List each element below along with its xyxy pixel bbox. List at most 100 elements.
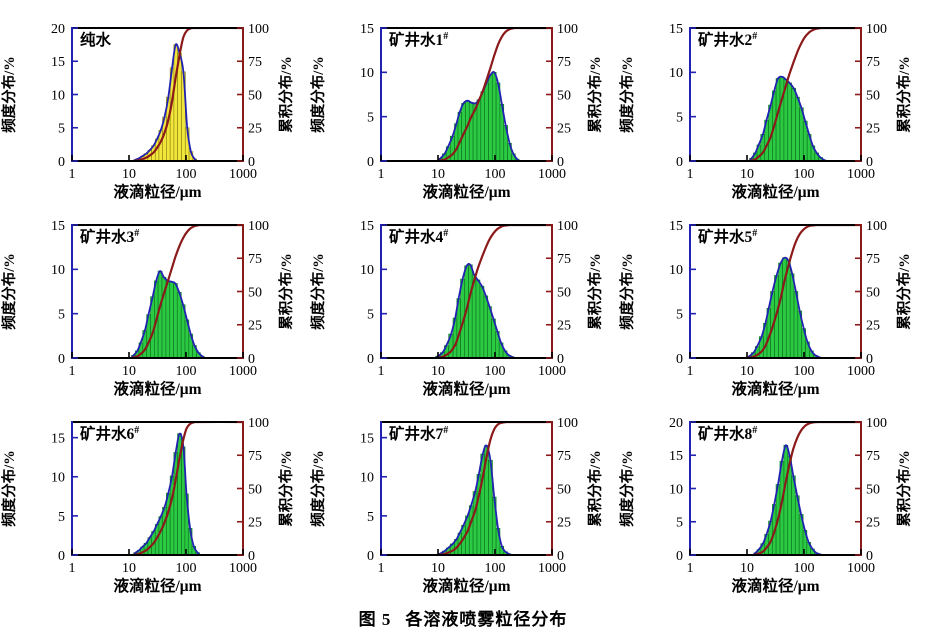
x-axis-title: 液滴粒径/μm bbox=[422, 379, 510, 398]
figure-caption-text: 各溶液喷雾粒径分布 bbox=[405, 610, 568, 629]
x-axis-title: 液滴粒径/μm bbox=[113, 576, 201, 595]
x-tick-label: 1 bbox=[378, 561, 385, 576]
panel-title: 矿井水5# bbox=[698, 227, 757, 246]
freq-axis-title: 频度分布/% bbox=[618, 253, 636, 330]
x-tick-label: 1000 bbox=[847, 364, 875, 379]
histogram-bar bbox=[169, 281, 174, 358]
chart-svg: 0 5 10 15 0 25 50 75 100 1 10 100 1000 频度分布/% 累积分布/% 液滴… bbox=[0, 416, 295, 595]
cum-tick-label: 75 bbox=[248, 449, 262, 464]
x-tick-label: 100 bbox=[485, 167, 506, 182]
cum-tick-label: 25 bbox=[248, 122, 262, 137]
chart-panel-mine-water-1: 0 5 10 15 0 25 50 75 100 1 10 100 1000 频度分布/% 累积分布/% 液滴… bbox=[309, 4, 618, 201]
histogram-bar bbox=[789, 273, 795, 358]
figure-number: 图 5 bbox=[358, 610, 392, 629]
freq-tick-label: 15 bbox=[51, 219, 65, 234]
freq-tick-label: 15 bbox=[669, 219, 683, 234]
cum-axis-title: 累积分布/% bbox=[895, 450, 913, 527]
x-tick-label: 10 bbox=[431, 364, 445, 379]
x-tick-label: 1 bbox=[687, 167, 694, 182]
cum-tick-label: 50 bbox=[248, 482, 262, 497]
cum-axis-title: 累积分布/% bbox=[895, 56, 913, 133]
histogram-bar bbox=[484, 82, 489, 161]
freq-tick-label: 0 bbox=[676, 549, 683, 564]
chart-panel-mine-water-7: 0 5 10 15 0 25 50 75 100 1 10 100 1000 频度分布/% 累积分布/% 液滴… bbox=[309, 398, 618, 595]
histogram-bar bbox=[165, 280, 171, 358]
chart-svg: 0 5 10 15 0 25 50 75 100 1 10 100 1000 频度分布/% 累积分布/% 液滴… bbox=[0, 219, 295, 398]
cum-axis-title: 累积分布/% bbox=[586, 56, 604, 133]
histogram-bar bbox=[479, 285, 485, 358]
panel-title: 矿井水4# bbox=[389, 227, 448, 246]
freq-tick-label: 0 bbox=[58, 549, 65, 564]
freq-tick-label: 0 bbox=[58, 352, 65, 367]
freq-tick-label: 10 bbox=[360, 263, 374, 278]
cum-axis-title: 累积分布/% bbox=[586, 450, 604, 527]
cum-tick-label: 0 bbox=[248, 352, 255, 367]
panel-title: 矿井水3# bbox=[80, 227, 139, 246]
panel-title: 纯水 bbox=[80, 30, 112, 49]
histogram-bar bbox=[476, 99, 482, 161]
x-tick-label: 1 bbox=[687, 364, 694, 379]
cum-tick-label: 75 bbox=[248, 252, 262, 267]
panel-title: 矿井水6# bbox=[80, 424, 139, 443]
freq-tick-label: 5 bbox=[367, 510, 374, 525]
histogram-bar bbox=[468, 505, 474, 555]
cum-tick-label: 50 bbox=[248, 285, 262, 300]
freq-tick-label: 5 bbox=[58, 308, 65, 323]
bars bbox=[133, 433, 200, 555]
panel-title: 矿井水8# bbox=[698, 424, 757, 443]
cum-tick-label: 0 bbox=[557, 352, 564, 367]
tick-marks bbox=[71, 421, 244, 556]
tick-marks bbox=[689, 27, 862, 162]
cumulative-curve bbox=[131, 225, 243, 358]
histogram-bar bbox=[791, 87, 796, 161]
x-axis-title: 液滴粒径/μm bbox=[113, 379, 201, 398]
cum-tick-label: 0 bbox=[866, 352, 873, 367]
freq-tick-label: 5 bbox=[676, 308, 683, 323]
histogram-bar bbox=[475, 279, 481, 358]
chart-panel-mine-water-2: 0 5 10 15 0 25 50 75 100 1 10 100 1000 频度分布/% 累积分布/% 液滴… bbox=[618, 4, 926, 201]
freq-tick-label: 20 bbox=[51, 22, 65, 37]
cum-tick-label: 25 bbox=[557, 319, 571, 334]
x-tick-label: 10 bbox=[740, 364, 754, 379]
x-axis-title: 液滴粒径/μm bbox=[731, 576, 819, 595]
x-tick-label: 1000 bbox=[229, 167, 257, 182]
histogram-bar bbox=[799, 107, 804, 161]
freq-tick-label: 15 bbox=[51, 432, 65, 447]
chart-panel-mine-water-4: 0 5 10 15 0 25 50 75 100 1 10 100 1000 频度分布/% 累积分布/% 液滴… bbox=[309, 201, 618, 398]
cumulative-curve bbox=[133, 422, 243, 555]
x-axis-title: 液滴粒径/μm bbox=[422, 182, 510, 201]
freq-tick-label: 5 bbox=[676, 516, 683, 531]
freq-tick-label: 20 bbox=[669, 416, 683, 431]
tick-marks bbox=[380, 27, 553, 162]
cum-tick-label: 50 bbox=[866, 285, 880, 300]
histogram-bar bbox=[162, 506, 167, 555]
cum-tick-label: 100 bbox=[866, 22, 887, 37]
panel-title: 矿井水2# bbox=[698, 30, 757, 49]
cum-tick-label: 100 bbox=[248, 416, 269, 431]
x-tick-label: 10 bbox=[122, 364, 136, 379]
freq-tick-label: 10 bbox=[51, 88, 65, 103]
histogram-bar bbox=[488, 74, 493, 161]
freq-tick-label: 0 bbox=[367, 155, 374, 170]
histogram-bar bbox=[487, 306, 492, 358]
x-tick-label: 100 bbox=[794, 561, 815, 576]
cum-tick-label: 75 bbox=[866, 252, 880, 267]
cum-tick-label: 25 bbox=[866, 516, 880, 531]
x-tick-label: 10 bbox=[122, 561, 136, 576]
cumulative-curve bbox=[133, 28, 243, 161]
chart-svg: 0 5 10 15 0 25 50 75 100 1 10 100 1000 频度分布/% 累积分布/% 液滴… bbox=[309, 219, 604, 398]
x-tick-label: 100 bbox=[176, 364, 197, 379]
cum-axis-title: 累积分布/% bbox=[277, 56, 295, 133]
cum-tick-label: 100 bbox=[866, 416, 887, 431]
histogram-bar bbox=[468, 264, 473, 358]
cum-tick-label: 75 bbox=[557, 252, 571, 267]
histogram-bar bbox=[173, 44, 178, 161]
cum-tick-label: 100 bbox=[866, 219, 887, 234]
histogram-bar bbox=[491, 71, 497, 161]
chart-svg: 0 5 10 15 0 25 50 75 100 1 10 100 1000 频度分布/% 累积分布/% 液滴… bbox=[618, 22, 913, 201]
cum-tick-label: 100 bbox=[557, 22, 578, 37]
cum-tick-label: 0 bbox=[248, 549, 255, 564]
freq-tick-label: 0 bbox=[676, 155, 683, 170]
chart-panel-mine-water-8: 0 5 10 15 20 0 25 50 75 100 1 10 100 1000 频度分布/% 累积分布/%… bbox=[618, 398, 926, 595]
histogram-bar bbox=[778, 262, 783, 358]
